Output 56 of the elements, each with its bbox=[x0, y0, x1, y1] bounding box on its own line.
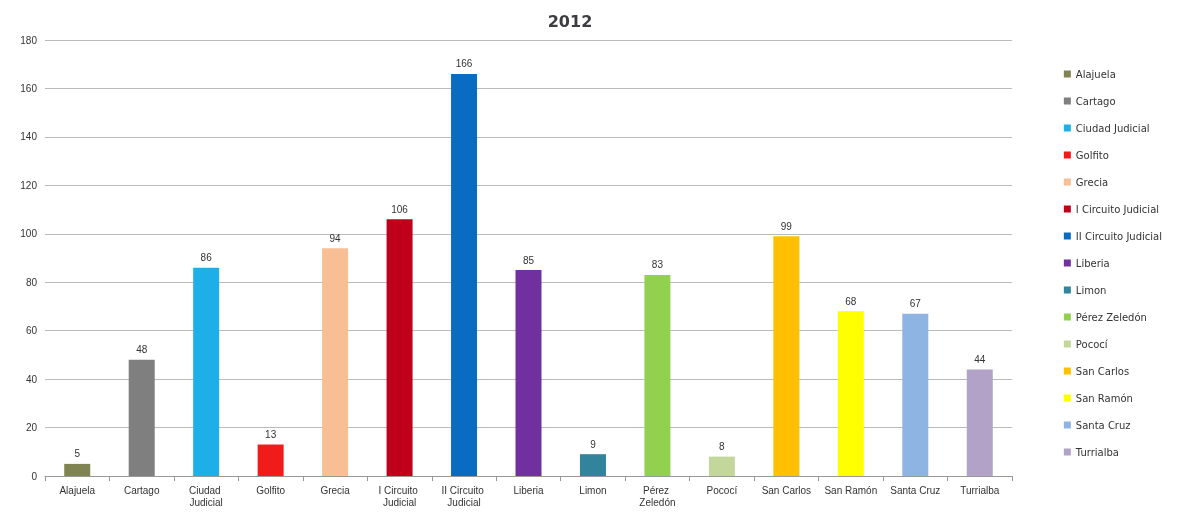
data-label: 13 bbox=[265, 429, 277, 441]
x-tick-label: I Circuito Judicial bbox=[378, 484, 421, 508]
legend-label: Ciudad Judicial bbox=[1075, 122, 1150, 134]
legend-label: Pococí bbox=[1075, 338, 1109, 350]
y-tick-label: 0 bbox=[31, 470, 38, 482]
data-label: 68 bbox=[845, 295, 857, 307]
x-tick-label: San Carlos bbox=[761, 484, 812, 496]
legend-label: Grecia bbox=[1075, 176, 1109, 188]
y-tick-label: 100 bbox=[20, 228, 38, 240]
data-label: 106 bbox=[391, 203, 409, 215]
legend-label: Cartago bbox=[1075, 95, 1116, 107]
data-label: 99 bbox=[780, 220, 793, 232]
data-label: 83 bbox=[651, 259, 664, 271]
data-label: 67 bbox=[909, 298, 922, 310]
legend-label: I Circuito Judicial bbox=[1075, 203, 1160, 215]
x-tick-label: Santa Cruz bbox=[890, 484, 941, 496]
y-tick-label: 160 bbox=[20, 82, 38, 94]
x-tick-label: Golfito bbox=[256, 484, 286, 496]
legend-label: Santa Cruz bbox=[1075, 419, 1131, 431]
data-label: 94 bbox=[329, 232, 342, 244]
legend-label: Liberia bbox=[1075, 257, 1110, 269]
legend-label: San Carlos bbox=[1075, 365, 1130, 377]
x-tick-label: San Ramón bbox=[824, 484, 878, 496]
data-label: 85 bbox=[522, 254, 535, 266]
y-tick-label: 120 bbox=[20, 179, 38, 191]
chart-title: 2012 bbox=[547, 11, 593, 31]
legend-label: Alajuela bbox=[1075, 68, 1116, 80]
y-tick-label: 20 bbox=[25, 422, 38, 434]
x-tick-label: Cartago bbox=[123, 484, 160, 496]
legend-label: Limon bbox=[1075, 284, 1107, 296]
x-tick-label: Grecia bbox=[320, 484, 351, 496]
data-label: 44 bbox=[974, 353, 986, 365]
legend-label: San Ramón bbox=[1075, 392, 1133, 404]
x-tick-label: Turrialba bbox=[960, 484, 1000, 496]
y-tick-label: 40 bbox=[25, 373, 38, 385]
y-tick-label: 80 bbox=[25, 276, 38, 288]
x-tick-label: Pérez Zeledón bbox=[639, 484, 676, 508]
data-label: 5 bbox=[74, 448, 81, 460]
legend-label: Turrialba bbox=[1074, 446, 1119, 458]
data-label: 48 bbox=[136, 344, 148, 356]
y-tick-label: 180 bbox=[20, 34, 38, 46]
legend-label: Pérez Zeledón bbox=[1075, 311, 1147, 323]
legend-label: II Circuito Judicial bbox=[1075, 230, 1163, 242]
x-tick-label: Limon bbox=[579, 484, 607, 496]
data-label: 166 bbox=[455, 58, 473, 70]
data-label: 86 bbox=[200, 252, 213, 264]
x-tick-label: Pococí bbox=[706, 484, 738, 496]
y-tick-label: 140 bbox=[20, 131, 38, 143]
legend-label: Golfito bbox=[1075, 149, 1109, 161]
y-tick-label: 60 bbox=[25, 325, 38, 337]
x-tick-label: II Circuito Judicial bbox=[441, 484, 487, 508]
x-tick-label: Alajuela bbox=[59, 484, 96, 496]
x-tick-label: Ciudad Judicial bbox=[188, 484, 224, 508]
data-label: 8 bbox=[719, 441, 726, 453]
data-label: 9 bbox=[590, 438, 597, 450]
x-tick-label: Liberia bbox=[513, 484, 544, 496]
